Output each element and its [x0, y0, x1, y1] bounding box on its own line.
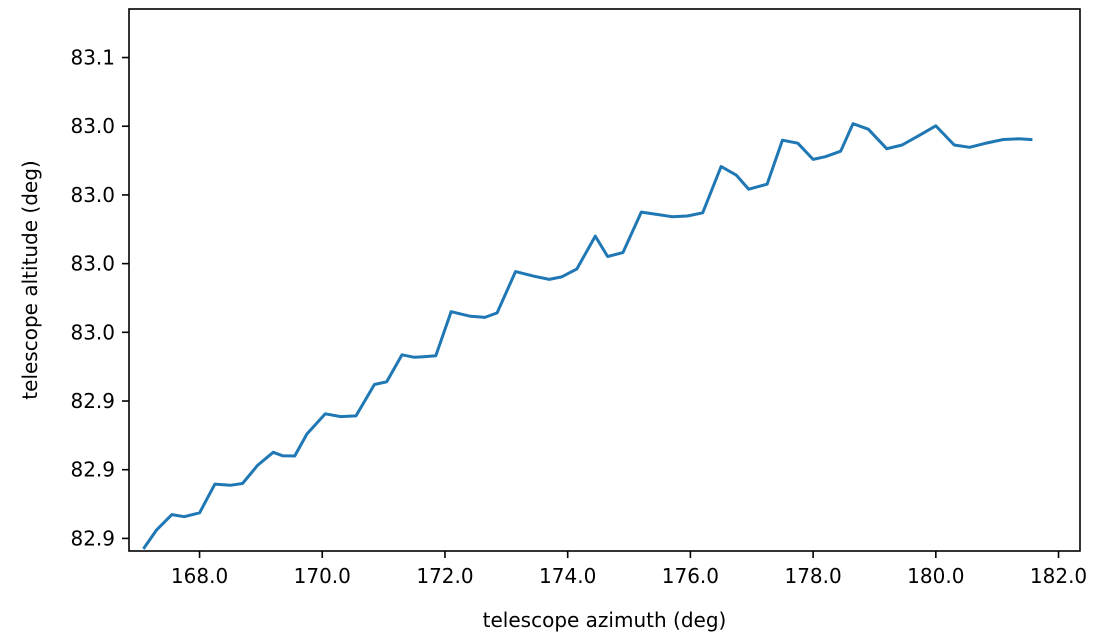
y-tick-label: 82.9 — [70, 526, 115, 550]
y-tick-label: 83.0 — [70, 320, 115, 344]
y-axis: 82.9 82.9 82.9 83.0 83.0 83.0 83.0 83.1 — [70, 46, 129, 550]
x-tick-label: 178.0 — [784, 564, 841, 588]
y-tick-label: 83.1 — [70, 46, 115, 70]
x-tick-label: 176.0 — [662, 564, 719, 588]
x-axis-label: telescope azimuth (deg) — [483, 608, 727, 632]
plot-area — [142, 122, 1033, 550]
x-tick-label: 172.0 — [416, 564, 473, 588]
y-axis-label: telescope altitude (deg) — [18, 160, 42, 399]
y-tick-label: 82.9 — [70, 389, 115, 413]
axes-frame — [128, 8, 1081, 552]
y-tick-label: 83.0 — [70, 114, 115, 138]
series-line — [142, 122, 1033, 550]
y-tick-label: 83.0 — [70, 252, 115, 276]
x-tick-label: 174.0 — [539, 564, 596, 588]
x-tick-label: 180.0 — [907, 564, 964, 588]
x-tick-label: 168.0 — [171, 564, 228, 588]
x-tick-label: 182.0 — [1030, 564, 1087, 588]
y-tick-label: 82.9 — [70, 458, 115, 482]
x-tick-label: 170.0 — [294, 564, 351, 588]
y-tick-label: 83.0 — [70, 183, 115, 207]
x-axis: 168.0 170.0 172.0 174.0 176.0 178.0 180.0 182.0 — [171, 551, 1087, 588]
